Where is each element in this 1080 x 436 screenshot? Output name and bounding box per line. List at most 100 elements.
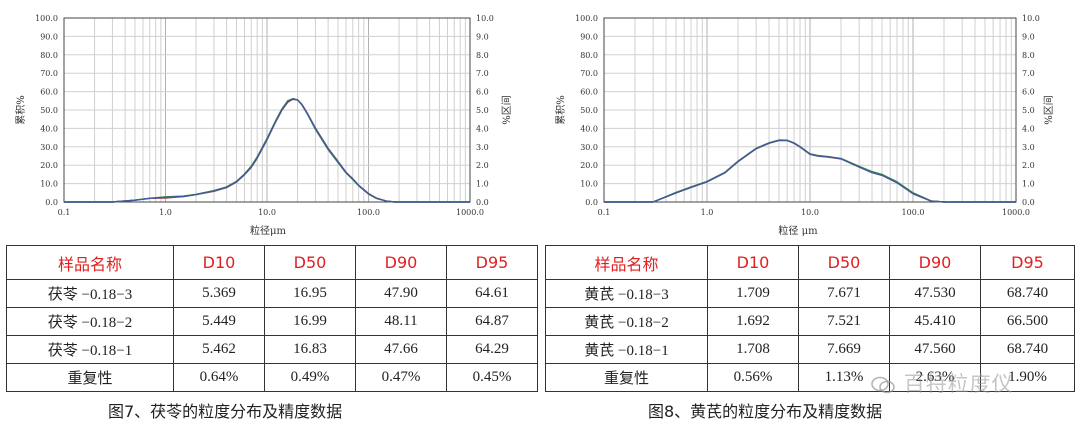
y-left-tick-label: 50.0 bbox=[40, 106, 58, 115]
y-left-tick-label: 0.0 bbox=[45, 198, 58, 207]
table-row-repeatability: 重复性 0.56% 1.13% 2.63% 1.90% bbox=[545, 363, 1075, 392]
table-row: 黄芪 −0.18−1 1.708 7.669 47.560 68.740 bbox=[545, 335, 1075, 364]
cell-d10: 1.692 bbox=[707, 307, 799, 336]
y-right-tick-label: 5.0 bbox=[1022, 106, 1035, 115]
y-right-tick-label: 4.0 bbox=[1022, 124, 1035, 133]
y-right-tick-label: 2.0 bbox=[476, 161, 489, 170]
y-left-tick-label: 50.0 bbox=[580, 106, 598, 115]
cell-sample: 重复性 bbox=[545, 363, 708, 392]
header-sample-name: 样品名称 bbox=[545, 245, 708, 280]
y-left-tick-label: 20.0 bbox=[40, 161, 58, 170]
cell-d90: 48.11 bbox=[355, 307, 447, 336]
y-left-label: 累积% bbox=[15, 95, 27, 125]
cell-d50: 7.671 bbox=[798, 279, 890, 308]
header-d10: D10 bbox=[173, 245, 265, 280]
table-header-row: 样品名称 D10 D50 D90 D95 bbox=[6, 245, 538, 280]
cell-d10: 5.369 bbox=[173, 279, 265, 308]
table-row-repeatability: 重复性 0.64% 0.49% 0.47% 0.45% bbox=[6, 363, 538, 392]
y-left-tick-label: 40.0 bbox=[40, 124, 58, 133]
particle-size-chart-2: 0.0 10.0 20.0 30.0 40.0 50.0 60.0 70.0 80.0 90.0 1… bbox=[555, 14, 1055, 237]
y-right-tick-label: 3.0 bbox=[1022, 143, 1035, 152]
header-d90: D90 bbox=[355, 245, 447, 280]
y-left-tick-label: 80.0 bbox=[580, 51, 598, 60]
cell-d10: 5.449 bbox=[173, 307, 265, 336]
y-right-tick-label: 2.0 bbox=[1022, 161, 1035, 170]
x-tick-label: 0.1 bbox=[58, 208, 71, 217]
cell-d10: 0.56% bbox=[707, 363, 799, 392]
y-right-tick-label: 3.0 bbox=[476, 143, 489, 152]
cell-d95: 68.740 bbox=[980, 279, 1075, 308]
table-row: 黄芪 −0.18−3 1.709 7.671 47.530 68.740 bbox=[545, 279, 1075, 308]
y-left-tick-label: 80.0 bbox=[40, 51, 58, 60]
cell-d50: 16.95 bbox=[264, 279, 356, 308]
x-axis-label: 粒径 μm bbox=[778, 224, 818, 237]
y-right-tick-label: 9.0 bbox=[1022, 32, 1035, 41]
y-right-tick-label: 10.0 bbox=[476, 14, 494, 23]
y-left-tick-label: 10.0 bbox=[580, 180, 598, 189]
watermark: 百特粒度仪 bbox=[870, 368, 1014, 398]
x-tick-label: 10.0 bbox=[258, 208, 276, 217]
y-right-tick-label: 8.0 bbox=[1022, 51, 1035, 60]
cell-d50: 16.83 bbox=[264, 335, 356, 364]
cell-d90: 47.560 bbox=[889, 335, 981, 364]
y-right-tick-label: 4.0 bbox=[476, 124, 489, 133]
cell-d90: 2.63% bbox=[889, 363, 981, 392]
cell-d50: 7.669 bbox=[798, 335, 890, 364]
cell-d90: 47.66 bbox=[355, 335, 447, 364]
y-left-tick-label: 40.0 bbox=[580, 124, 598, 133]
x-tick-label: 1.0 bbox=[701, 208, 714, 217]
plot-frame bbox=[63, 17, 471, 203]
y-right-tick-label: 10.0 bbox=[1022, 14, 1040, 23]
cell-d95: 64.29 bbox=[446, 335, 538, 364]
header-d90: D90 bbox=[889, 245, 981, 280]
cell-d50: 16.99 bbox=[264, 307, 356, 336]
cell-d10: 5.462 bbox=[173, 335, 265, 364]
cell-d10: 0.64% bbox=[173, 363, 265, 392]
y-left-label: 累积% bbox=[555, 95, 567, 125]
y-left-tick-label: 60.0 bbox=[580, 88, 598, 97]
cell-d90: 47.90 bbox=[355, 279, 447, 308]
cell-d10: 1.709 bbox=[707, 279, 799, 308]
x-tick-label: 10.0 bbox=[801, 208, 819, 217]
cell-d95: 66.500 bbox=[980, 307, 1075, 336]
cell-sample: 茯苓 −0.18−3 bbox=[6, 279, 174, 308]
y-right-tick-label: 9.0 bbox=[476, 32, 489, 41]
y-right-tick-label: 1.0 bbox=[1022, 180, 1035, 189]
cell-sample: 黄芪 −0.18−2 bbox=[545, 307, 708, 336]
y-right-tick-label: 7.0 bbox=[476, 69, 489, 78]
precision-table-poria: 样品名称 D10 D50 D90 D95 茯苓 −0.18−3 5.369 16… bbox=[6, 245, 538, 392]
y-left-tick-label: 70.0 bbox=[40, 69, 58, 78]
wechat-icon bbox=[871, 376, 895, 394]
series-line bbox=[604, 139, 1016, 203]
header-sample-name: 样品名称 bbox=[6, 245, 174, 280]
x-tick-label: 1.0 bbox=[159, 208, 172, 217]
header-d10: D10 bbox=[707, 245, 799, 280]
cell-d95: 68.740 bbox=[980, 335, 1075, 364]
y-left-tick-label: 90.0 bbox=[580, 32, 598, 41]
header-d95: D95 bbox=[980, 245, 1075, 280]
watermark-text: 百特粒度仪 bbox=[903, 372, 1014, 396]
cell-d95: 0.45% bbox=[446, 363, 538, 392]
y-right-tick-label: 1.0 bbox=[476, 180, 489, 189]
cell-d95: 64.61 bbox=[446, 279, 538, 308]
header-d95: D95 bbox=[446, 245, 538, 280]
y-right-tick-label: 0.0 bbox=[476, 198, 489, 207]
y-right-tick-label: 5.0 bbox=[476, 106, 489, 115]
x-tick-label: 1000.0 bbox=[456, 208, 484, 217]
figure-caption-8: 图8、黄芪的粒度分布及精度数据 bbox=[648, 402, 883, 421]
cell-sample: 黄芪 −0.18−1 bbox=[545, 335, 708, 364]
y-left-tick-label: 70.0 bbox=[580, 69, 598, 78]
cell-d50: 1.13% bbox=[798, 363, 890, 392]
table-header-row: 样品名称 D10 D50 D90 D95 bbox=[545, 245, 1075, 280]
y-right-tick-label: 6.0 bbox=[476, 88, 489, 97]
cell-d90: 47.530 bbox=[889, 279, 981, 308]
cell-d10: 1.708 bbox=[707, 335, 799, 364]
y-left-tick-label: 100.0 bbox=[575, 14, 598, 23]
y-left-tick-label: 20.0 bbox=[580, 161, 598, 170]
cell-d90: 45.410 bbox=[889, 307, 981, 336]
y-right-tick-label: 7.0 bbox=[1022, 69, 1035, 78]
y-left-tick-label: 30.0 bbox=[40, 143, 58, 152]
y-left-tick-label: 10.0 bbox=[40, 180, 58, 189]
x-tick-label: 1000.0 bbox=[1002, 208, 1030, 217]
header-d50: D50 bbox=[264, 245, 356, 280]
